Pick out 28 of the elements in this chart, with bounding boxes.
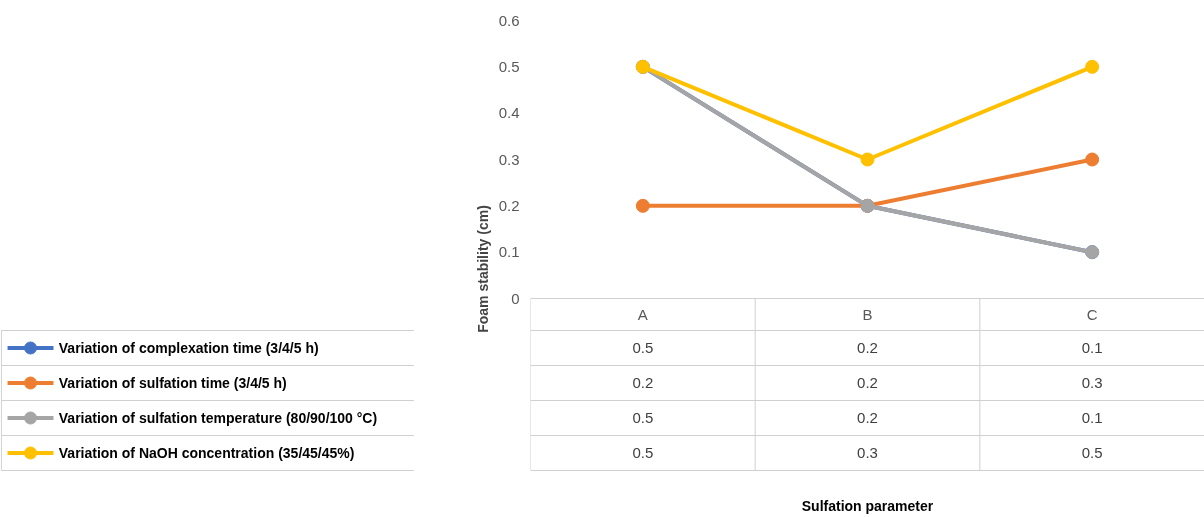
data-label: 0.2 [857, 339, 878, 356]
data-label: 0.3 [1081, 374, 1103, 391]
data-label: 0.2 [632, 374, 654, 391]
y-tick-label: 0.1 [498, 243, 520, 261]
data-label: 0.3 [857, 444, 878, 461]
x-tick-label: B [862, 306, 873, 323]
data-label: 0.1 [1081, 339, 1103, 356]
legend-label: Variation of sulfation time (3/4/5 h) [58, 375, 287, 391]
y-tick-label: 0.4 [498, 104, 520, 122]
legend-label: Variation of complexation time (3/4/5 h) [58, 340, 319, 356]
y-tick-label: 0.3 [498, 150, 520, 168]
y-tick-label: 0.6 [498, 11, 520, 29]
data-label: 0.2 [857, 374, 878, 391]
x-tick-label: A [637, 306, 648, 323]
legend-label: Variation of sulfation temperature (80/90/100 °C) [58, 410, 378, 426]
data-label: 0.2 [857, 409, 878, 426]
data-label: 0.1 [1081, 409, 1103, 426]
data-label: 0.5 [632, 444, 654, 461]
text: Sulfation parameter [801, 497, 934, 514]
data-label: 0.5 [632, 409, 654, 426]
y-tick-label: 0.2 [498, 196, 520, 214]
x-tick-label: C [1086, 306, 1098, 323]
data-label: 0.5 [632, 339, 654, 356]
y-tick-label: 0 [511, 289, 520, 307]
y-tick-label: 0.5 [498, 57, 520, 75]
legend-label: Variation of NaOH concentration (35/45/45%) [58, 445, 355, 461]
y-axis-title: Foam stability (cm) [474, 205, 491, 333]
data-label: 0.5 [1081, 444, 1103, 461]
